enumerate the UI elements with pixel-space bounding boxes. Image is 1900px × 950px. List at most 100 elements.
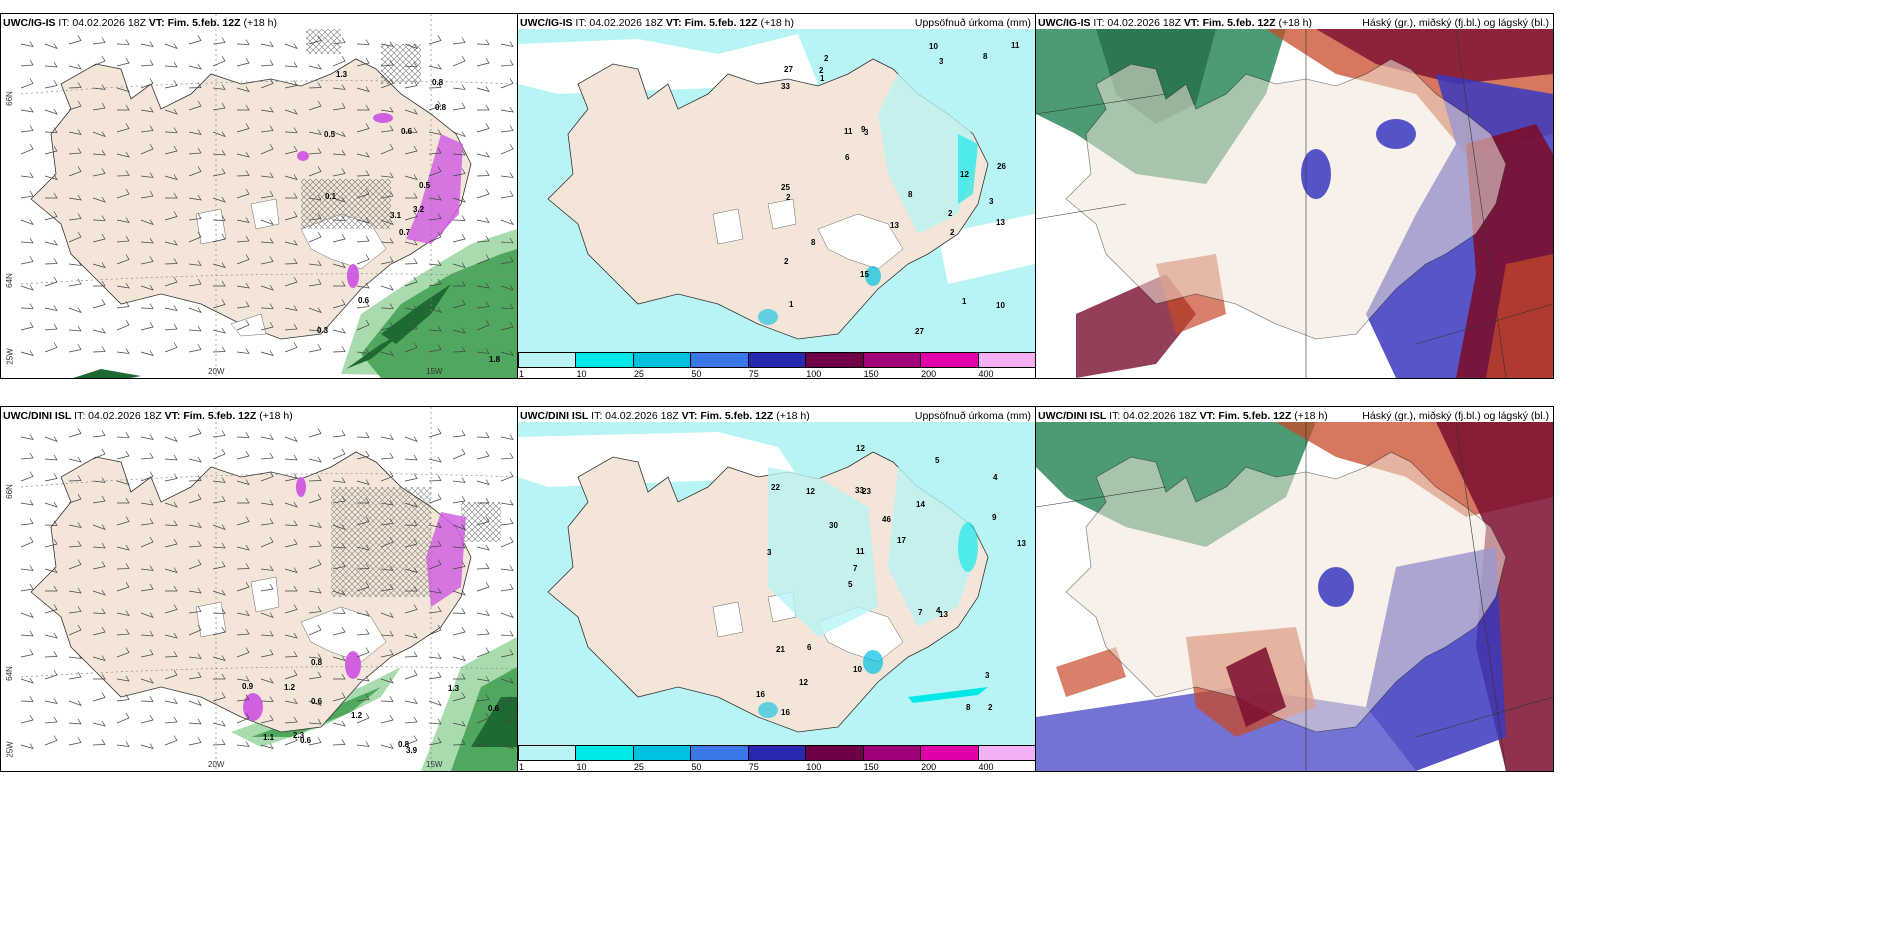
- colorbar-swatch: [920, 745, 979, 761]
- map-value-label: 3.1: [390, 211, 402, 220]
- map-value-label: 5: [848, 580, 853, 589]
- map-value-label: 2: [819, 66, 824, 75]
- lead-time: (+18 h): [1278, 17, 1313, 29]
- colorbar-tick: 400: [978, 762, 994, 772]
- map-value-label: 2: [948, 209, 953, 218]
- wind-map: [20, 14, 517, 378]
- colorbar-tick: 150: [863, 369, 879, 379]
- map-value-label: 25: [781, 183, 790, 192]
- cloud-map: [1036, 421, 1553, 771]
- colorbar-swatch: [518, 352, 577, 368]
- map-value-label: 8: [983, 52, 988, 61]
- map-value-label: 13: [1017, 539, 1026, 548]
- panel-title: Háský (gr.), miðský (fj.bl.) og lágský (…: [1362, 410, 1549, 422]
- map-value-label: 0.3: [317, 326, 329, 335]
- map-value-label: 5: [935, 456, 940, 465]
- map-value-label: 6: [807, 643, 812, 652]
- colorbar-tick: 25: [633, 369, 644, 379]
- map-panel-wind-top: UWC/IG-IS IT: 04.02.2026 18Z VT: Fim. 5.…: [0, 13, 518, 379]
- map-value-label: 3: [939, 57, 944, 66]
- map-value-label: 1: [962, 297, 967, 306]
- map-value-label: 1.2: [351, 711, 363, 720]
- init-time: IT: 04.02.2026 18Z: [1093, 17, 1181, 29]
- map-panel-precip-top: UWC/IG-IS IT: 04.02.2026 18Z VT: Fim. 5.…: [517, 13, 1036, 379]
- colorbar: 1 10 25 50 75 100 150 200 400: [518, 745, 1035, 771]
- map-value-label: 9: [861, 125, 866, 134]
- map-value-label: 11: [844, 127, 853, 136]
- colorbar-swatch: [632, 745, 692, 761]
- lon-label: 15W: [426, 760, 443, 769]
- map-value-label: 0.6: [300, 736, 312, 745]
- colorbar-tick: 200: [921, 762, 937, 772]
- map-value-label: 4: [936, 606, 941, 615]
- map-value-label: 26: [997, 162, 1006, 171]
- colorbar-swatch: [747, 352, 807, 368]
- init-time: IT: 04.02.2026 18Z: [591, 410, 679, 422]
- model-name: UWC/DINI ISL: [3, 410, 72, 422]
- map-value-label: 17: [897, 536, 906, 545]
- panel-header: UWC/IG-IS IT: 04.02.2026 18Z VT: Fim. 5.…: [520, 17, 794, 29]
- colorbar-swatch: [805, 352, 864, 368]
- map-value-label: 14: [916, 500, 925, 509]
- lon-label: 15W: [426, 367, 443, 376]
- valid-time: VT: Fim. 5.feb. 12Z: [1183, 17, 1276, 29]
- colorbar-tick: 10: [576, 762, 587, 772]
- panel-title: Uppsöfnuð úrkoma (mm): [914, 410, 1031, 422]
- panel-title: Háský (gr.), miðský (fj.bl.) og lágský (…: [1362, 17, 1549, 29]
- map-value-label: 33: [781, 82, 790, 91]
- colorbar-tick: 400: [978, 369, 994, 379]
- cloud-map: [1036, 28, 1553, 378]
- colorbar-swatch: [747, 745, 807, 761]
- colorbar-swatch: [977, 352, 1035, 368]
- model-name: UWC/DINI ISL: [1038, 410, 1107, 422]
- precip-map: [518, 422, 1035, 745]
- map-value-label: 3: [864, 128, 869, 137]
- panel-header: UWC/IG-IS IT: 04.02.2026 18Z VT: Fim. 5.…: [1038, 17, 1312, 29]
- map-value-label: 3.9: [406, 746, 418, 755]
- colorbar-swatch: [805, 745, 864, 761]
- colorbar-swatch: [862, 352, 922, 368]
- map-value-label: 0.6: [358, 296, 370, 305]
- colorbar-swatch: [518, 745, 577, 761]
- map-value-label: 3: [989, 197, 994, 206]
- lon-label: 20W: [208, 367, 225, 376]
- map-value-label: 4: [993, 473, 998, 482]
- panel-header: UWC/DINI ISL IT: 04.02.2026 18Z VT: Fim.…: [1038, 410, 1328, 422]
- map-value-label: 13: [939, 610, 948, 619]
- map-value-label: 11: [856, 547, 865, 556]
- map-value-label: 30: [829, 521, 838, 530]
- lead-time: (+18 h): [1294, 410, 1328, 422]
- map-panel-clouds-bottom: UWC/DINI ISL IT: 04.02.2026 18Z VT: Fim.…: [1035, 406, 1554, 772]
- lon-label: 20W: [208, 760, 225, 769]
- map-value-label: 16: [781, 708, 790, 717]
- colorbar-swatch: [575, 745, 634, 761]
- map-value-label: 0.9: [242, 682, 254, 691]
- map-value-label: 1.1: [263, 733, 275, 742]
- colorbar-tick: 75: [748, 369, 759, 379]
- map-value-label: 2.3: [293, 731, 305, 740]
- map-value-label: 3: [767, 548, 772, 557]
- map-value-label: 8: [966, 703, 971, 712]
- map-value-label: 10: [853, 665, 862, 674]
- lead-time: (+18 h): [776, 410, 810, 422]
- lead-time: (+18 h): [760, 17, 795, 29]
- map-value-label: 13: [996, 218, 1005, 227]
- map-value-label: 1.3: [336, 70, 348, 79]
- map-value-label: 11: [1011, 41, 1020, 50]
- precip-map: [518, 29, 1035, 352]
- map-value-label: 7: [918, 608, 923, 617]
- map-value-label: 1.3: [448, 684, 460, 693]
- wind-map: [20, 407, 517, 771]
- map-value-label: 12: [856, 444, 865, 453]
- map-value-label: 8: [908, 190, 913, 199]
- lead-time: (+18 h): [243, 17, 278, 29]
- colorbar-tick: 75: [748, 762, 759, 772]
- colorbar-swatch: [862, 745, 922, 761]
- map-value-label: 1: [789, 300, 794, 309]
- colorbar-tick: 150: [863, 762, 879, 772]
- map-value-label: 2: [988, 703, 993, 712]
- lead-time: (+18 h): [259, 410, 293, 422]
- map-panel-precip-bottom: UWC/DINI ISL IT: 04.02.2026 18Z VT: Fim.…: [517, 406, 1036, 772]
- map-value-label: 2: [824, 54, 829, 63]
- init-time: IT: 04.02.2026 18Z: [575, 17, 663, 29]
